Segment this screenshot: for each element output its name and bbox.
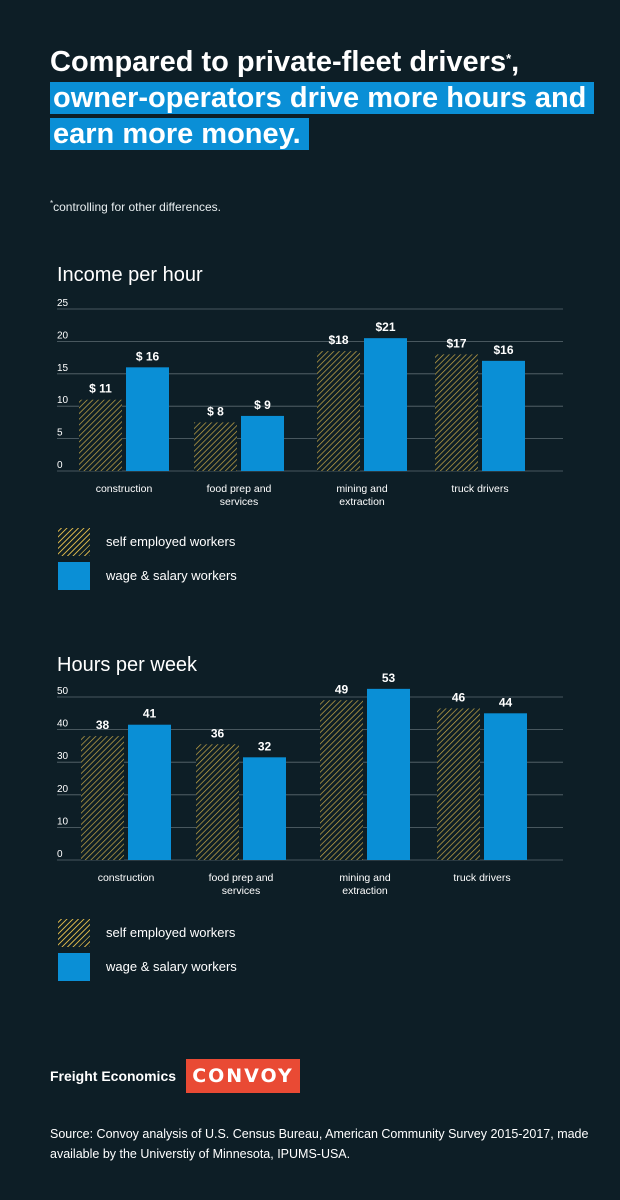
footnote: *controlling for other differences.: [50, 199, 221, 214]
y-tick-label: 5: [57, 428, 63, 439]
legend-label-self-employed: self employed workers: [106, 925, 236, 940]
bar-wage-salary: [484, 713, 527, 860]
hours-chart: 0 10 20 30 40 50 38 41 construction 36 32 food prep…: [57, 671, 563, 897]
category-label: truck drivers: [451, 483, 508, 495]
y-tick-label: 10: [57, 395, 69, 406]
data-label: $17: [446, 336, 466, 350]
headline-part1: Compared to private-fleet drivers: [50, 46, 507, 78]
y-tick-label: 0: [57, 460, 63, 471]
bar-wage-salary: [126, 367, 169, 471]
legend-swatch-self-employed: [58, 919, 90, 947]
data-label: 53: [382, 671, 396, 685]
y-tick-label: 0: [57, 849, 63, 860]
data-label: $16: [493, 343, 513, 357]
category-label: extraction: [342, 885, 388, 897]
data-label: $21: [375, 320, 395, 334]
footnote-text: controlling for other differences.: [53, 200, 221, 214]
category-label: extraction: [339, 496, 385, 508]
bar-self-employed: [320, 700, 363, 860]
bar-wage-salary: [364, 338, 407, 471]
data-label: 38: [96, 718, 110, 732]
brand-text: Freight Economics: [50, 1068, 177, 1084]
bar-wage-salary: [482, 360, 525, 471]
bar-self-employed: [79, 399, 122, 471]
data-label: $ 16: [136, 349, 160, 363]
category-label: services: [222, 885, 261, 897]
legend-label-self-employed: self employed workers: [106, 534, 236, 549]
y-tick-label: 30: [57, 751, 69, 762]
hours-chart-title: Hours per week: [57, 654, 198, 676]
data-label: 32: [258, 739, 272, 753]
category-label: construction: [98, 872, 155, 884]
legend-label-wage-salary: wage & salary workers: [106, 568, 237, 583]
data-label: 44: [499, 695, 513, 709]
bar-self-employed: [194, 422, 237, 471]
bar-self-employed: [196, 744, 239, 860]
category-label: services: [220, 496, 259, 508]
data-label: $ 9: [254, 398, 271, 412]
headline-asterisk: *: [506, 51, 512, 66]
data-label: 49: [335, 682, 349, 696]
data-label: 46: [452, 690, 466, 704]
category-label: truck drivers: [453, 872, 510, 884]
bar-self-employed: [435, 354, 478, 471]
category-label: construction: [96, 483, 153, 495]
legend-swatch-wage-salary: [58, 953, 90, 981]
bar-wage-salary: [367, 688, 410, 860]
category-label: food prep and: [207, 483, 272, 495]
data-label: $ 11: [89, 382, 112, 396]
legend-swatch-self-employed: [58, 528, 90, 556]
bar-wage-salary: [243, 757, 286, 860]
bar-self-employed: [437, 708, 480, 860]
legend-swatch-wage-salary: [58, 562, 90, 590]
y-tick-label: 20: [57, 330, 69, 341]
legend-label-wage-salary: wage & salary workers: [106, 959, 237, 974]
bar-self-employed: [317, 351, 360, 471]
headline: Compared to private-fleet drivers*, owne…: [50, 44, 595, 152]
bar-wage-salary: [128, 724, 171, 860]
y-tick-label: 40: [57, 719, 69, 730]
category-label: mining and: [336, 483, 388, 495]
y-tick-label: 10: [57, 816, 69, 827]
y-tick-label: 25: [57, 298, 69, 309]
data-label: 41: [143, 707, 157, 721]
convoy-logo[interactable]: CONVOY: [186, 1059, 300, 1093]
bar-self-employed: [81, 736, 124, 860]
source-note: Source: Convoy analysis of U.S. Census B…: [50, 1127, 589, 1161]
y-tick-label: 15: [57, 363, 69, 374]
footnote-asterisk: *: [50, 199, 54, 208]
income-chart: 0 5 10 15 20 25 $ 11 $ 16 construction $ 8 $ 9 food…: [57, 298, 563, 508]
data-label: $18: [328, 333, 348, 347]
category-label: food prep and: [209, 872, 274, 884]
data-label: 36: [211, 726, 225, 740]
data-label: $ 8: [207, 404, 224, 418]
y-tick-label: 50: [57, 686, 69, 697]
y-tick-label: 20: [57, 784, 69, 795]
bar-wage-salary: [241, 415, 284, 471]
income-chart-title: Income per hour: [57, 264, 203, 286]
category-label: mining and: [339, 872, 391, 884]
headline-comma: ,: [511, 46, 520, 78]
